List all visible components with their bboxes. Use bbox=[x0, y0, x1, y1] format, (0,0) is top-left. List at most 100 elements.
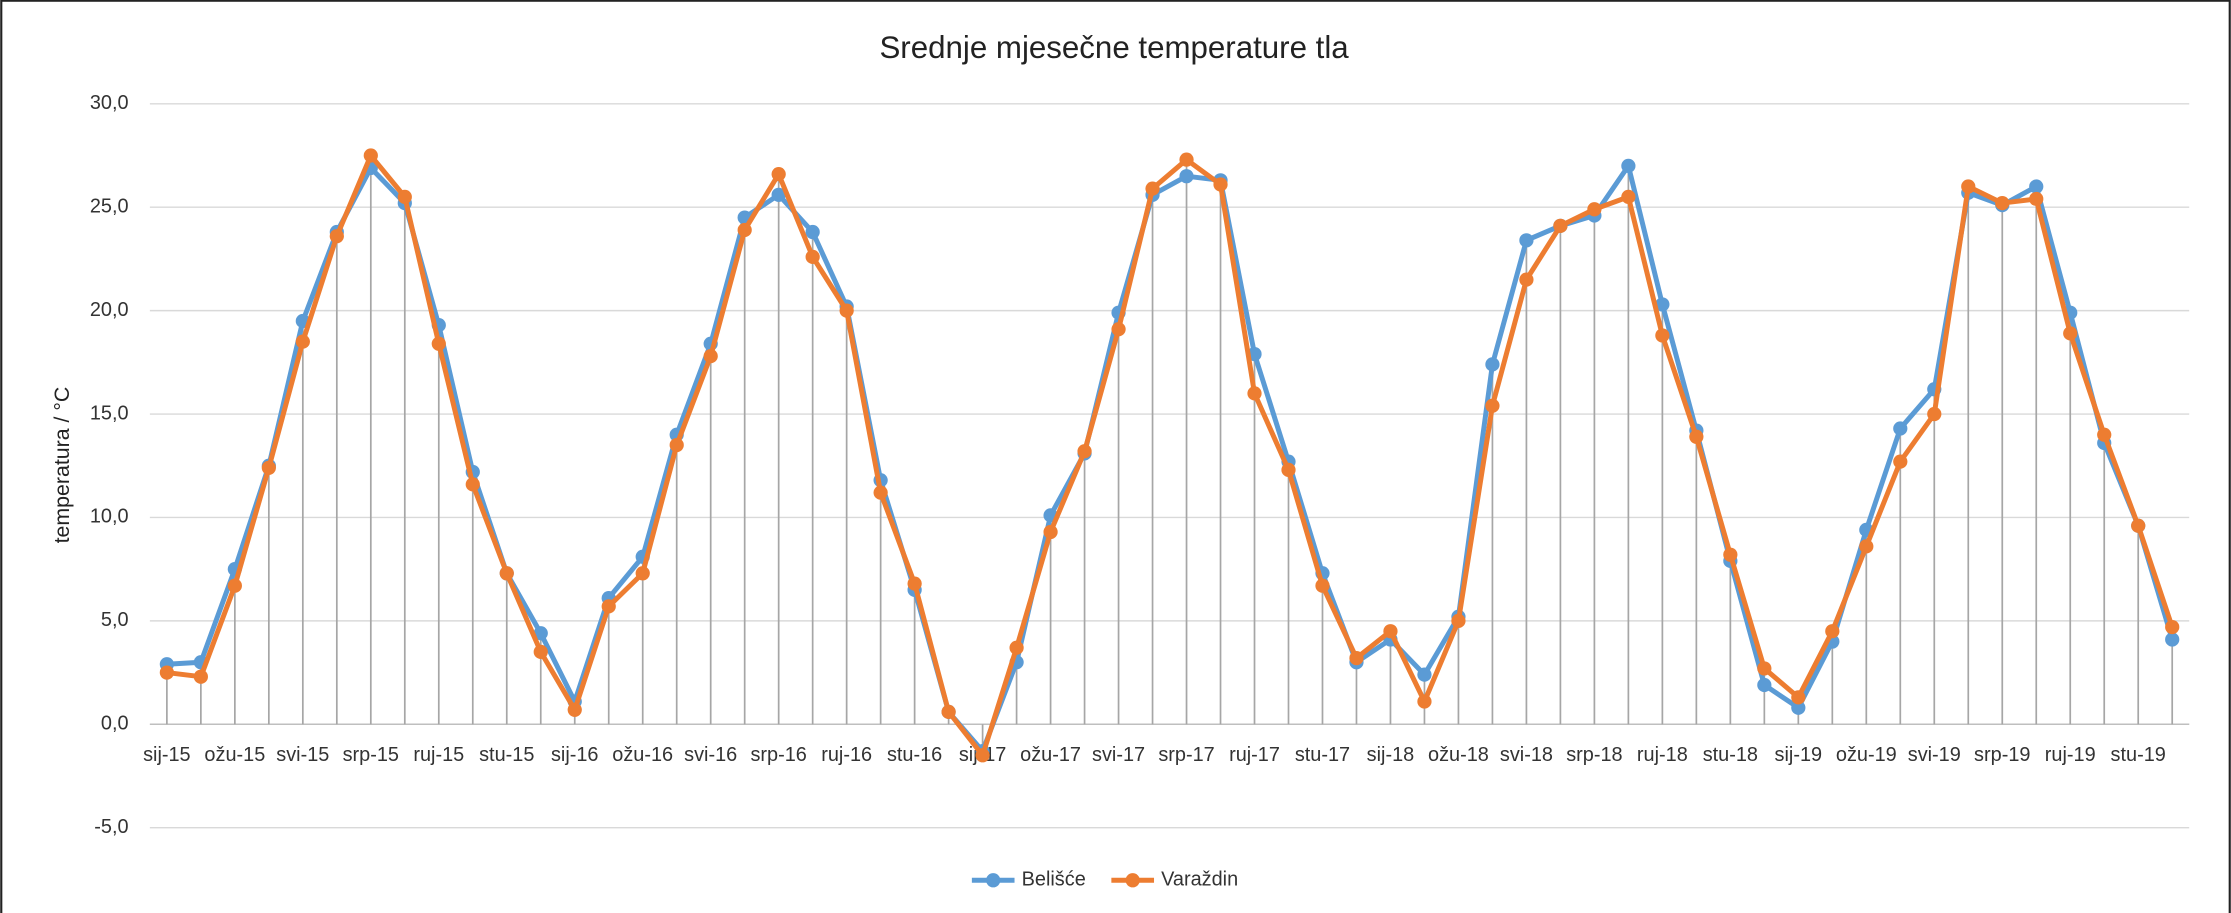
data-point bbox=[1893, 454, 1908, 469]
data-point bbox=[669, 437, 684, 453]
y-tick-label: 30,0 bbox=[90, 92, 129, 114]
y-tick-label: 10,0 bbox=[90, 506, 129, 528]
data-point bbox=[2029, 191, 2044, 207]
data-point bbox=[1009, 640, 1024, 655]
data-point bbox=[873, 485, 888, 500]
data-point bbox=[1621, 189, 1636, 204]
data-point bbox=[1587, 202, 1602, 217]
data-point bbox=[1111, 322, 1126, 337]
data-point bbox=[1485, 357, 1500, 372]
y-tick-label: 5,0 bbox=[101, 609, 129, 631]
x-tick-label: stu-15 bbox=[479, 744, 534, 766]
data-point bbox=[1145, 181, 1160, 196]
data-point bbox=[1791, 690, 1806, 705]
x-tick-label: ruj-19 bbox=[2045, 744, 2096, 766]
data-point bbox=[737, 222, 752, 238]
data-point bbox=[703, 349, 718, 364]
data-point bbox=[1553, 218, 1568, 233]
data-point bbox=[1723, 547, 1738, 562]
data-point bbox=[499, 566, 514, 581]
x-tick-label: srp-15 bbox=[343, 744, 399, 766]
data-point bbox=[2097, 427, 2112, 442]
data-point bbox=[975, 748, 990, 763]
data-point bbox=[2131, 518, 2146, 533]
x-tick-label: svi-16 bbox=[684, 744, 737, 766]
data-point bbox=[567, 702, 582, 717]
x-tick-label: ruj-16 bbox=[821, 744, 872, 766]
data-point bbox=[1519, 233, 1534, 248]
y-axis-label: temperatura / °C bbox=[50, 387, 74, 544]
data-point bbox=[941, 704, 956, 719]
x-tick-label: ožu-15 bbox=[204, 744, 265, 766]
x-tick-label: ruj-15 bbox=[413, 744, 464, 766]
x-tick-label: srp-17 bbox=[1158, 744, 1214, 766]
x-tick-label: svi-18 bbox=[1500, 744, 1553, 766]
x-tick-label: stu-18 bbox=[1703, 744, 1758, 766]
data-point bbox=[261, 460, 276, 475]
x-tick-label: stu-17 bbox=[1295, 744, 1350, 766]
x-tick-label: srp-18 bbox=[1566, 744, 1622, 766]
series-line bbox=[166, 153, 2175, 758]
x-tick-label: ožu-18 bbox=[1428, 744, 1489, 766]
data-point bbox=[2029, 179, 2044, 194]
x-tick-label: sij-15 bbox=[143, 744, 191, 766]
data-point bbox=[533, 626, 548, 641]
data-point bbox=[1247, 386, 1262, 401]
data-point bbox=[227, 578, 242, 593]
data-point bbox=[1995, 195, 2010, 211]
data-point bbox=[1077, 444, 1092, 459]
data-point bbox=[805, 249, 820, 264]
data-point bbox=[839, 303, 854, 318]
data-point bbox=[1825, 624, 1840, 639]
data-point bbox=[2165, 619, 2180, 635]
data-point bbox=[1859, 539, 1874, 554]
data-point bbox=[1417, 694, 1432, 709]
x-tick-label: srp-19 bbox=[1974, 744, 2030, 766]
data-point bbox=[1485, 398, 1500, 413]
data-point bbox=[397, 189, 412, 204]
x-tick-label: srp-16 bbox=[750, 744, 806, 766]
data-point bbox=[1893, 421, 1908, 436]
data-point bbox=[1043, 524, 1058, 540]
data-point bbox=[1349, 650, 1364, 666]
legend-label: Belišće bbox=[1022, 869, 1086, 891]
data-point bbox=[1757, 677, 1772, 693]
data-point bbox=[363, 148, 378, 163]
y-tick-label: 0,0 bbox=[101, 713, 129, 735]
data-point bbox=[907, 576, 922, 591]
data-point bbox=[1621, 158, 1636, 173]
x-tick-label: ruj-17 bbox=[1229, 744, 1280, 766]
x-tick-label: svi-17 bbox=[1092, 744, 1145, 766]
chart-title: Srednje mjesečne temperature tla bbox=[879, 30, 1349, 65]
x-tick-label: ožu-16 bbox=[612, 744, 673, 766]
x-tick-label: svi-15 bbox=[276, 744, 329, 766]
x-tick-label: ruj-18 bbox=[1637, 744, 1688, 766]
data-point bbox=[1961, 179, 1976, 194]
y-tick-label: 25,0 bbox=[90, 195, 129, 217]
data-point bbox=[1179, 152, 1194, 167]
data-point bbox=[159, 665, 174, 680]
data-point bbox=[1655, 297, 1670, 312]
data-point bbox=[805, 224, 820, 240]
y-tick-label: 15,0 bbox=[90, 402, 129, 424]
x-tick-label: ožu-19 bbox=[1836, 744, 1897, 766]
data-point bbox=[1315, 578, 1330, 593]
data-point bbox=[1281, 462, 1296, 477]
data-point bbox=[465, 477, 480, 492]
x-tick-label: sij-19 bbox=[1775, 744, 1823, 766]
data-point bbox=[1417, 667, 1432, 682]
data-point bbox=[1383, 624, 1398, 639]
data-point bbox=[2063, 326, 2078, 341]
data-point bbox=[1927, 406, 1942, 422]
x-tick-label: ožu-17 bbox=[1020, 744, 1081, 766]
x-tick-label: stu-19 bbox=[2111, 744, 2166, 766]
x-tick-label: sij-16 bbox=[551, 744, 599, 766]
data-point bbox=[1179, 169, 1194, 184]
data-point bbox=[1519, 272, 1534, 287]
x-tick-label: stu-16 bbox=[887, 744, 942, 766]
data-point bbox=[295, 334, 310, 349]
data-point bbox=[1791, 700, 1806, 715]
legend-marker bbox=[1125, 873, 1140, 888]
data-point bbox=[329, 229, 344, 244]
